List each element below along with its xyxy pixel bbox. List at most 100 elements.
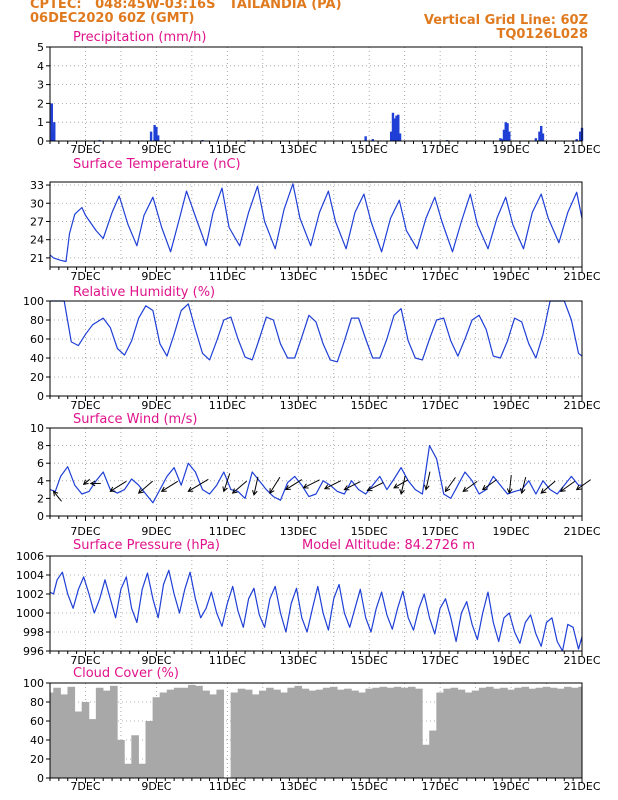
x-tick-label: 19DEC xyxy=(493,270,530,283)
precip-bar xyxy=(389,131,393,141)
y-tick-label: 21 xyxy=(30,252,44,265)
wind-arrow-head xyxy=(82,479,89,485)
y-tick-label: 60 xyxy=(30,333,44,346)
x-tick-label: 19DEC xyxy=(493,143,530,156)
cloud-bar xyxy=(266,687,274,778)
wind-arrow-head xyxy=(137,488,144,494)
y-tick-label: 8 xyxy=(37,440,44,453)
panel-1 xyxy=(46,46,584,146)
header-datetime: 06DEC2020 60Z (GMT) xyxy=(30,11,195,26)
cloud-bar xyxy=(301,688,310,778)
x-tick-label: 11DEC xyxy=(209,143,246,156)
plot-frame xyxy=(49,46,583,142)
cloud-bar xyxy=(95,687,104,778)
y-tick-label: 0 xyxy=(37,772,44,785)
x-tick-label: 21DEC xyxy=(563,270,600,283)
cloud-bar xyxy=(216,689,225,778)
cloud-bar xyxy=(117,740,125,778)
wind-arrow xyxy=(252,476,259,496)
y-tick-label: 40 xyxy=(30,352,44,365)
wind-arrow-head xyxy=(343,485,350,491)
y-tick-label: 4 xyxy=(37,475,44,488)
cloud-bar xyxy=(180,687,189,778)
wind-arrow xyxy=(231,480,247,494)
wind-arrow-shaft xyxy=(110,480,127,492)
wind-arrow-shaft xyxy=(138,480,153,494)
wind-arrow-shaft xyxy=(367,482,384,491)
wind-arrow xyxy=(393,479,409,489)
wind-arrow xyxy=(575,479,591,491)
x-tick-label: 19DEC xyxy=(493,654,530,667)
x-tick-label: 13DEC xyxy=(280,654,317,667)
wind-arrow-head xyxy=(52,490,59,497)
model-altitude-annotation: Model Altitude: 84.2726 m xyxy=(302,538,475,553)
panel-4 xyxy=(46,427,591,521)
wind-arrow-shaft xyxy=(560,480,576,492)
cloud-bar xyxy=(173,687,182,778)
y-tick-label: 5 xyxy=(37,41,44,54)
panel-title: Precipitation (mm/h) xyxy=(73,30,206,45)
y-tick-label: 1006 xyxy=(16,550,44,563)
x-tick-label: 13DEC xyxy=(280,399,317,412)
header-model-code: TQ0126L028 xyxy=(496,27,588,42)
precip-bar xyxy=(502,129,506,141)
cloud-bar xyxy=(138,763,147,778)
wind-arrow xyxy=(302,479,320,489)
wind-arrow xyxy=(424,471,431,491)
wind-arrow-shaft xyxy=(232,480,247,494)
x-tick-label: 15DEC xyxy=(351,399,388,412)
cloud-bar xyxy=(195,685,203,778)
cloud-bar xyxy=(450,687,459,778)
y-tick-label: 0 xyxy=(37,510,44,523)
cloud-bar xyxy=(145,721,154,778)
x-tick-label: 17DEC xyxy=(422,270,459,283)
x-tick-label: 13DEC xyxy=(280,143,317,156)
panel-title: Surface Wind (m/s) xyxy=(73,412,197,427)
cloud-bar xyxy=(67,686,76,778)
cloud-bar xyxy=(88,719,97,778)
x-tick-label: 9DEC xyxy=(141,525,171,538)
x-tick-label: 7DEC xyxy=(70,143,100,156)
precip-bar xyxy=(391,112,395,141)
y-tick-label: 3 xyxy=(37,79,44,92)
wind-arrow-shaft xyxy=(400,475,406,495)
y-tick-label: 27 xyxy=(30,215,44,228)
cloud-bar xyxy=(578,686,582,778)
precip-bar xyxy=(393,118,396,141)
x-tick-label: 7DEC xyxy=(70,780,100,793)
x-tick-label: 17DEC xyxy=(422,780,459,793)
cloud-bar xyxy=(273,689,281,778)
cloud-bar xyxy=(478,687,487,778)
wind-arrow-head xyxy=(323,484,330,490)
wind-arrow xyxy=(343,481,361,491)
wind-arrow-head xyxy=(424,484,430,491)
wind-arrow xyxy=(89,480,101,487)
series-line xyxy=(49,569,583,652)
cloud-bar xyxy=(237,688,246,778)
y-tick-label: 60 xyxy=(30,715,44,728)
precip-bar xyxy=(395,115,398,141)
precip-bar xyxy=(499,138,502,141)
wind-arrow-head xyxy=(559,486,566,492)
x-tick-label: 11DEC xyxy=(209,270,246,283)
x-tick-label: 11DEC xyxy=(209,399,246,412)
plot-frame xyxy=(49,555,583,652)
y-tick-label: 33 xyxy=(30,179,44,192)
wind-arrow-head xyxy=(462,486,469,492)
wind-arrow-shaft xyxy=(324,480,342,490)
series-line xyxy=(50,300,583,363)
cloud-bar xyxy=(131,735,139,778)
cloud-bar xyxy=(571,687,579,778)
wind-arrow-shaft xyxy=(344,481,361,491)
wind-arrow-shaft xyxy=(285,479,303,491)
cloud-bar xyxy=(521,686,530,778)
wind-arrow xyxy=(506,475,513,495)
cloud-bar xyxy=(415,688,423,778)
x-tick-label: 21DEC xyxy=(563,525,600,538)
wind-arrow-shaft xyxy=(223,473,231,492)
y-tick-label: 0 xyxy=(37,135,44,148)
y-tick-label: 2 xyxy=(37,97,44,110)
cloud-bar xyxy=(202,690,210,778)
wind-arrow xyxy=(269,476,281,495)
wind-arrow-head xyxy=(269,488,275,495)
